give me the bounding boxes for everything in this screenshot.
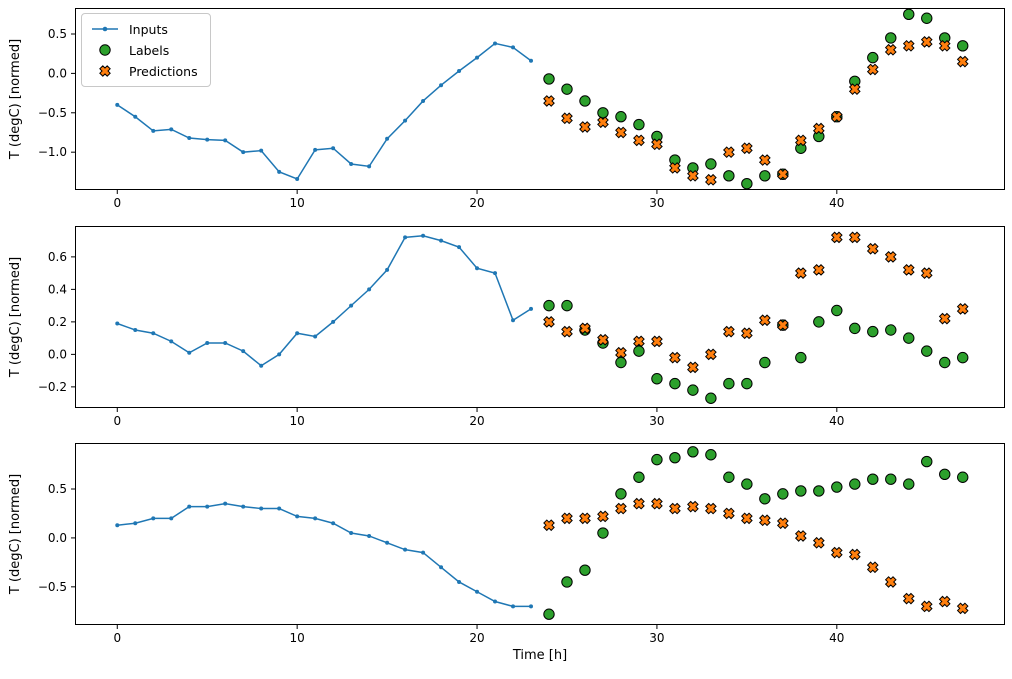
axis-ticks: 0 10 20 30 40 0.5 0.0 −0.5 [38,482,845,645]
legend-item-inputs: Inputs [90,20,198,38]
predictions-series [543,497,969,615]
svg-text:10: 10 [290,414,305,428]
subplot-3-plot-area: 0 10 20 30 40 0.5 0.0 −0.5 [38,443,1005,645]
x-axis-label: Time [h] [512,648,568,663]
y-axis-label-subplot-2: T (degC) [normed] [8,256,23,378]
svg-text:0: 0 [113,414,121,428]
legend-item-labels: Labels [90,41,198,59]
svg-text:40: 40 [829,631,844,645]
predictions-series [543,231,969,374]
svg-text:20: 20 [469,631,484,645]
legend-label-predictions: Predictions [129,63,198,79]
svg-text:−0.2: −0.2 [38,380,67,394]
svg-text:0.0: 0.0 [48,66,67,80]
axes-frame [75,443,1005,625]
legend-label-labels: Labels [129,42,170,58]
axes-frame [75,8,1005,190]
inputs-series [115,233,534,368]
svg-text:0.6: 0.6 [48,250,67,264]
axis-ticks: 0 10 20 30 40 0.5 0.0 −0.5 −1.0 [38,27,845,210]
svg-text:0: 0 [113,196,121,210]
labels-series [543,446,969,620]
svg-text:0.0: 0.0 [48,347,67,361]
svg-text:20: 20 [469,196,484,210]
svg-text:0: 0 [113,631,121,645]
predictions-series [543,36,969,186]
svg-text:−0.5: −0.5 [38,580,67,594]
labels-circle-marker-icon [99,44,111,56]
svg-text:0.5: 0.5 [48,27,67,41]
svg-text:30: 30 [649,196,664,210]
svg-text:10: 10 [290,196,305,210]
inputs-series [115,501,534,609]
svg-text:0.5: 0.5 [48,482,67,496]
y-axis-label-subplot-3: T (degC) [normed] [8,473,23,595]
inputs-series [115,41,534,181]
svg-text:0.0: 0.0 [48,531,67,545]
svg-text:20: 20 [469,414,484,428]
svg-text:−0.5: −0.5 [38,106,67,120]
legend-item-predictions: Predictions [90,62,198,80]
y-axis-label-subplot-1: T (degC) [normed] [8,38,23,160]
axes-frame [75,226,1005,408]
predictions-x-marker-icon [99,65,111,77]
svg-text:−1.0: −1.0 [38,145,67,159]
svg-text:40: 40 [829,414,844,428]
legend: Inputs Labels Predictions [81,13,211,87]
svg-text:10: 10 [290,631,305,645]
svg-text:40: 40 [829,196,844,210]
axis-ticks: 0 10 20 30 40 0.6 0.4 0.2 0.0 −0.2 [38,250,845,428]
svg-text:30: 30 [649,414,664,428]
subplot-2-plot-area: 0 10 20 30 40 0.6 0.4 0.2 0.0 −0.2 [38,226,1005,428]
legend-label-inputs: Inputs [129,21,168,37]
svg-text:0.2: 0.2 [48,315,67,329]
subplot-1-plot-area: 0 10 20 30 40 0.5 0.0 −0.5 −1.0 [38,8,1005,210]
svg-text:30: 30 [649,631,664,645]
inputs-line-marker-icon [92,26,118,32]
svg-text:0.4: 0.4 [48,282,67,296]
